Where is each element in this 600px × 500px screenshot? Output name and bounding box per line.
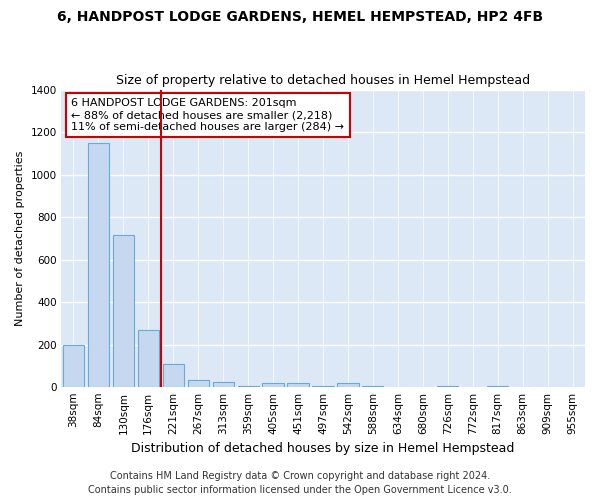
Text: Contains HM Land Registry data © Crown copyright and database right 2024.
Contai: Contains HM Land Registry data © Crown c…	[88, 471, 512, 495]
Text: 6, HANDPOST LODGE GARDENS, HEMEL HEMPSTEAD, HP2 4FB: 6, HANDPOST LODGE GARDENS, HEMEL HEMPSTE…	[57, 10, 543, 24]
Y-axis label: Number of detached properties: Number of detached properties	[15, 151, 25, 326]
Bar	[437, 386, 458, 388]
Bar	[138, 330, 159, 388]
Bar	[487, 386, 508, 388]
Bar	[362, 386, 383, 388]
Title: Size of property relative to detached houses in Hemel Hempstead: Size of property relative to detached ho…	[116, 74, 530, 87]
Bar	[63, 345, 84, 388]
Bar	[313, 386, 334, 388]
Bar	[113, 236, 134, 388]
Text: 6 HANDPOST LODGE GARDENS: 201sqm
← 88% of detached houses are smaller (2,218)
11: 6 HANDPOST LODGE GARDENS: 201sqm ← 88% o…	[71, 98, 344, 132]
Bar	[212, 382, 234, 388]
X-axis label: Distribution of detached houses by size in Hemel Hempstead: Distribution of detached houses by size …	[131, 442, 515, 455]
Bar	[188, 380, 209, 388]
Bar	[163, 364, 184, 388]
Bar	[337, 383, 359, 388]
Bar	[238, 386, 259, 388]
Bar	[287, 383, 308, 388]
Bar	[262, 383, 284, 388]
Bar	[88, 142, 109, 388]
